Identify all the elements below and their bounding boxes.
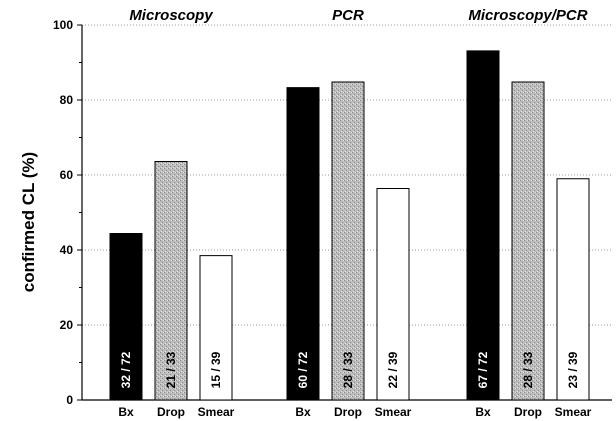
bar-bx <box>286 87 320 401</box>
group-title: Microscopy/PCR <box>468 7 587 24</box>
bar-value-label: 23 / 39 <box>566 351 580 388</box>
x-category-label: Smear <box>375 405 412 419</box>
x-category-label: Smear <box>198 405 235 419</box>
bar-value-label: 28 / 33 <box>341 351 355 388</box>
bar-value-label: 32 / 72 <box>119 351 133 388</box>
x-category-label: Bx <box>118 405 134 419</box>
bar-value-label: 21 / 33 <box>164 351 178 388</box>
bar-value-label: 22 / 39 <box>386 351 400 388</box>
bar-drop <box>154 161 188 401</box>
group-title: Microscopy <box>129 7 213 24</box>
bars <box>109 50 590 401</box>
bar-smear <box>556 178 590 401</box>
bar-value-label: 15 / 39 <box>209 351 223 388</box>
y-tick-label: 40 <box>60 243 74 257</box>
y-tick-label: 100 <box>53 18 73 32</box>
x-category-label: Bx <box>475 405 491 419</box>
bar-bx <box>109 233 143 401</box>
bar-value-label: 28 / 33 <box>521 351 535 388</box>
bar-value-label: 67 / 72 <box>476 351 490 388</box>
y-tick-label: 20 <box>60 318 74 332</box>
x-category-label: Drop <box>157 405 185 419</box>
y-tick-label: 0 <box>66 393 73 407</box>
chart-text: 0 20 40 60 80 100 Microscopy 32 / 72 Bx 21 / 33 Dr… <box>53 7 592 419</box>
bar-drop <box>511 81 545 401</box>
x-category-label: Bx <box>295 405 311 419</box>
bar-drop <box>331 81 365 401</box>
bar-value-label: 60 / 72 <box>296 351 310 388</box>
x-category-label: Smear <box>555 405 592 419</box>
bar-bx <box>466 50 500 401</box>
bar-smear <box>376 188 410 401</box>
y-axis-label: confirmed CL (%) <box>19 152 38 292</box>
x-category-label: Drop <box>514 405 542 419</box>
y-tick-label: 60 <box>60 168 74 182</box>
bar-smear <box>199 255 233 401</box>
group-title: PCR <box>332 7 364 24</box>
y-tick-label: 80 <box>60 93 74 107</box>
x-category-label: Drop <box>334 405 362 419</box>
